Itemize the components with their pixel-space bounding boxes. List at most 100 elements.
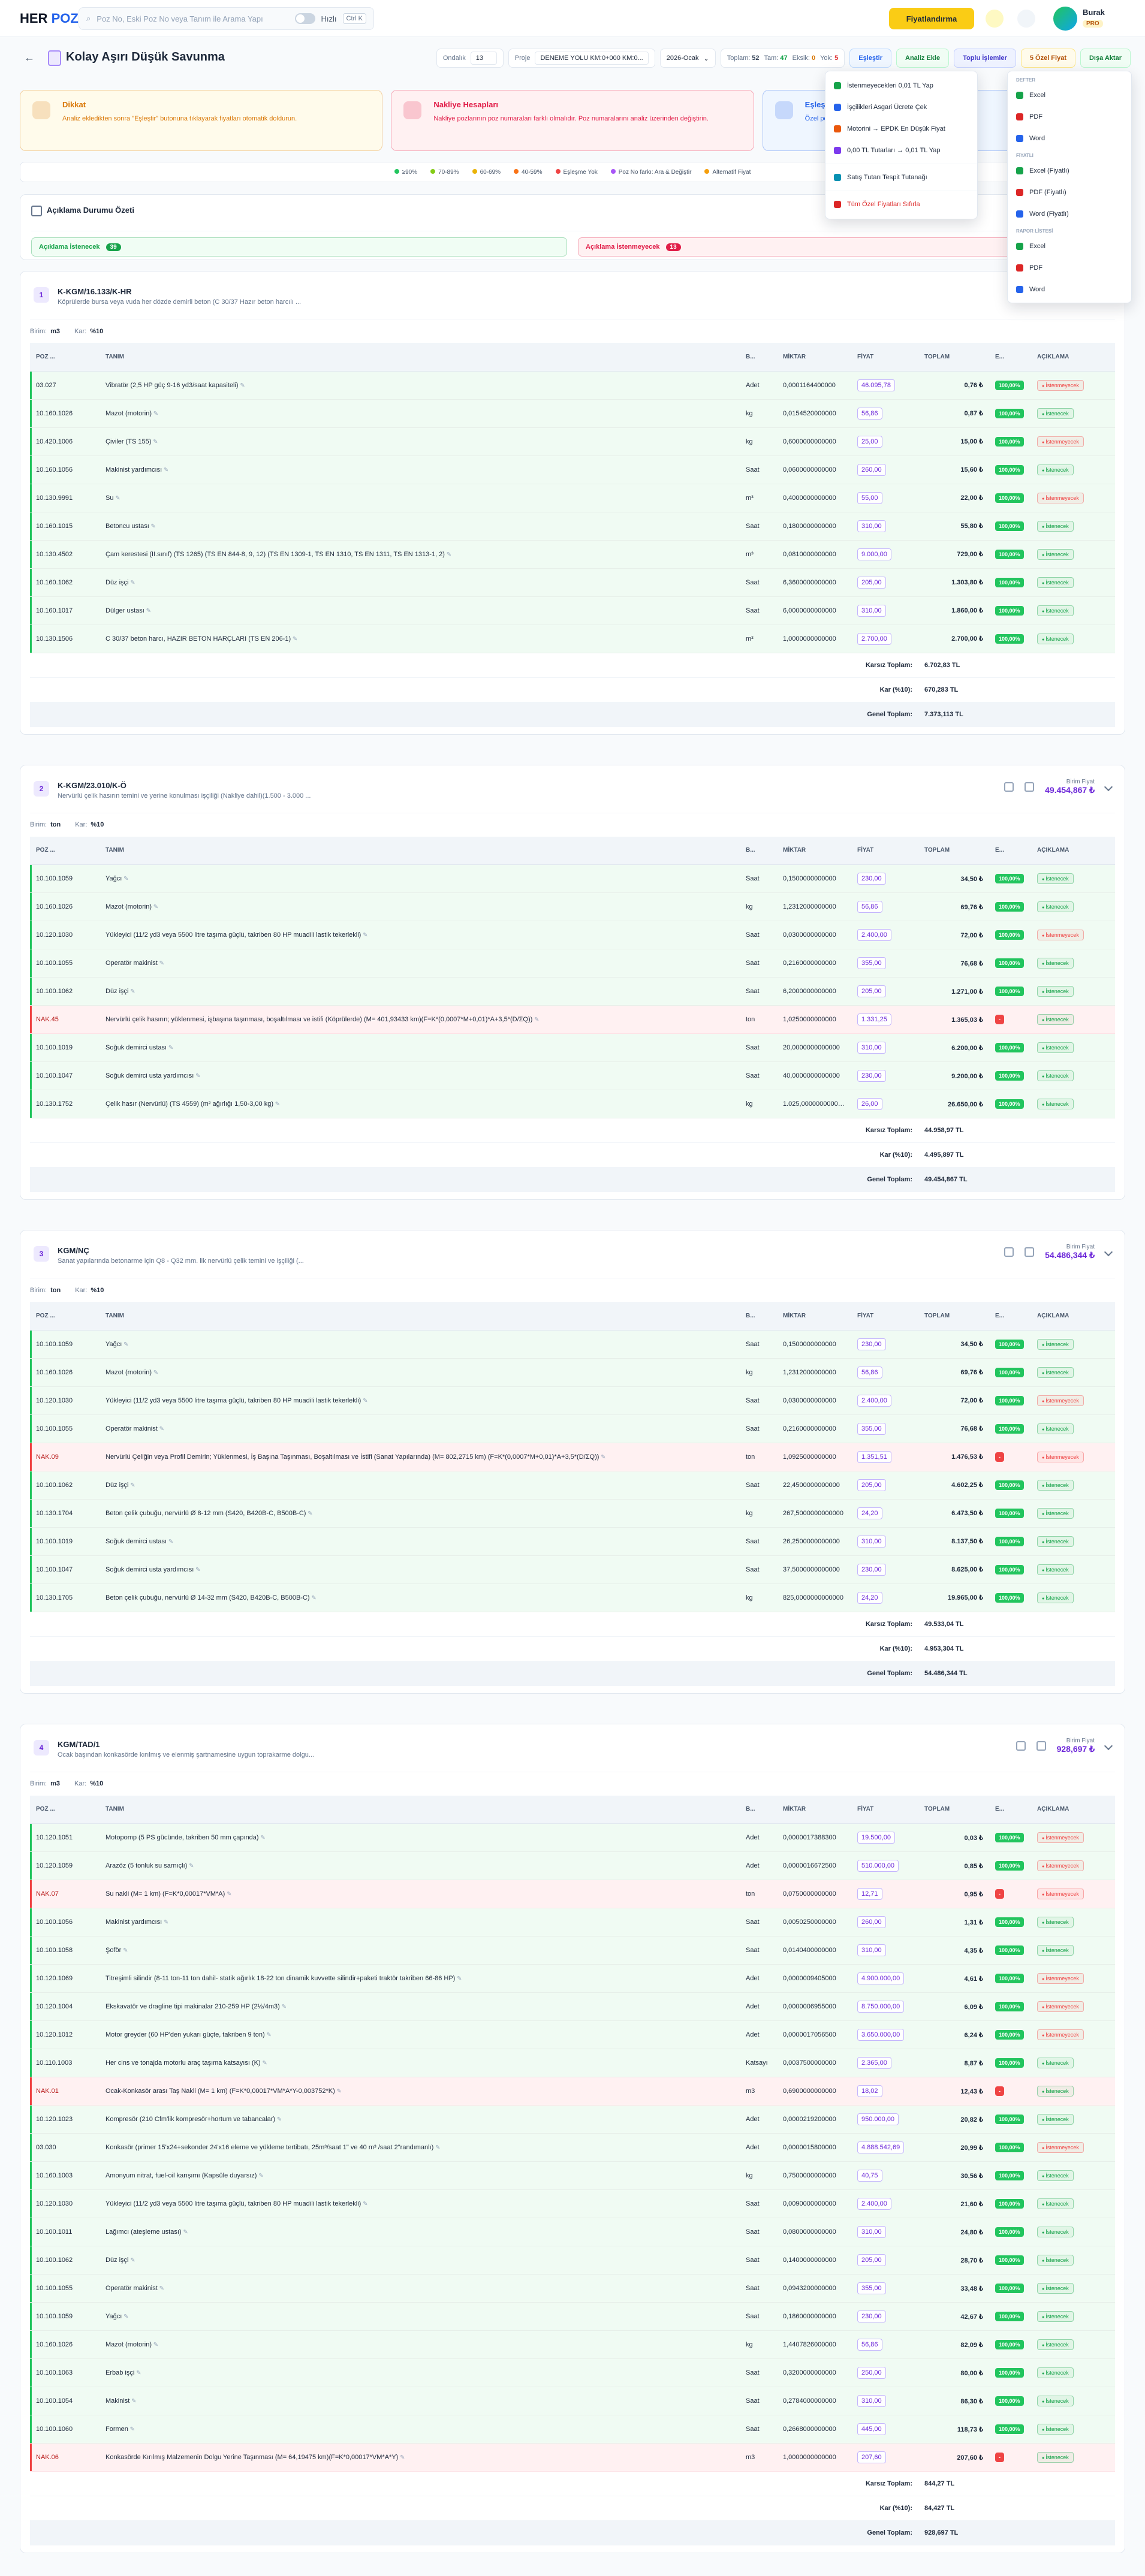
menu-item[interactable]: PDF (Fiyatlı) — [1008, 182, 1131, 203]
explanation-badge[interactable]: İstenecek — [1037, 520, 1074, 532]
theme-button[interactable] — [986, 10, 1004, 28]
explanation-badge[interactable]: İstenecek — [1037, 2114, 1074, 2125]
explanation-badge[interactable]: İstenecek — [1037, 2086, 1074, 2097]
price-input[interactable]: 24,20 — [857, 1507, 882, 1519]
column-header[interactable]: TANIM — [100, 343, 740, 372]
explanation-badge[interactable]: İstenmeyecek — [1037, 1832, 1084, 1843]
column-header[interactable]: E... — [989, 836, 1031, 865]
price-input[interactable]: 205,00 — [857, 1479, 886, 1491]
add-analysis-button[interactable]: Analiz Ekle — [896, 49, 950, 68]
column-header[interactable]: POZ ... — [30, 1302, 100, 1331]
column-header[interactable]: TANIM — [100, 1795, 740, 1824]
price-input[interactable]: 46.095,78 — [857, 379, 895, 391]
explanation-badge[interactable]: İstenmeyecek — [1037, 1860, 1084, 1871]
price-input[interactable]: 25,00 — [857, 435, 882, 448]
explanation-badge[interactable]: İstenecek — [1037, 1099, 1074, 1109]
decimal-control[interactable]: Ondalık 13 — [436, 49, 504, 68]
column-header[interactable]: TANIM — [100, 836, 740, 865]
price-input[interactable]: 230,00 — [857, 2310, 886, 2322]
explanation-badge[interactable]: İstenecek — [1037, 1536, 1074, 1547]
menu-item[interactable]: PDF — [1008, 106, 1131, 128]
explanation-badge[interactable]: İstenecek — [1037, 1423, 1074, 1434]
column-header[interactable]: E... — [989, 343, 1031, 372]
delete-button[interactable] — [1025, 782, 1035, 792]
price-input[interactable]: 230,00 — [857, 873, 886, 885]
explanation-badge[interactable]: İstenmeyecek — [1037, 1451, 1084, 1462]
column-header[interactable]: FİYAT — [851, 1795, 918, 1824]
explanation-badge[interactable]: İstenecek — [1037, 1564, 1074, 1575]
price-input[interactable]: 56,86 — [857, 1366, 882, 1379]
price-input[interactable]: 56,86 — [857, 2339, 882, 2351]
explanation-badge[interactable]: İstenecek — [1037, 1042, 1074, 1053]
explanation-badge[interactable]: İstenecek — [1037, 2255, 1074, 2266]
price-input[interactable]: 19.500,00 — [857, 1832, 895, 1844]
price-input[interactable]: 2.400,00 — [857, 929, 891, 941]
column-header[interactable]: FİYAT — [851, 343, 918, 372]
price-input[interactable]: 1.331,25 — [857, 1013, 891, 1025]
explanation-badge[interactable]: İstenecek — [1037, 2424, 1074, 2435]
export-button[interactable]: Dışa Aktar — [1080, 49, 1131, 68]
explanation-badge[interactable]: İstenecek — [1037, 2311, 1074, 2322]
price-input[interactable]: 230,00 — [857, 1070, 886, 1082]
price-input[interactable]: 2.400,00 — [857, 2198, 891, 2210]
price-input[interactable]: 2.400,00 — [857, 1394, 891, 1407]
notification-button[interactable] — [1017, 10, 1035, 28]
price-input[interactable]: 205,00 — [857, 576, 886, 589]
edit-button[interactable] — [1016, 1741, 1026, 1751]
column-header[interactable]: E... — [989, 1302, 1031, 1331]
collapse-button[interactable] — [1104, 782, 1113, 791]
column-header[interactable]: AÇIKLAMA — [1031, 1795, 1115, 1824]
price-input[interactable]: 4.900.000,00 — [857, 1972, 905, 1984]
menu-item[interactable]: İşçilikleri Asgari Ücrete Çek — [825, 96, 977, 118]
price-input[interactable]: 230,00 — [857, 1338, 886, 1350]
summary-pill[interactable]: Açıklama İstenecek 39 — [31, 237, 567, 257]
explanation-badge[interactable]: İstenecek — [1037, 986, 1074, 997]
price-input[interactable]: 207,60 — [857, 2451, 886, 2463]
explanation-badge[interactable]: İstenecek — [1037, 1917, 1074, 1928]
column-header[interactable]: E... — [989, 1795, 1031, 1824]
column-header[interactable]: TOPLAM — [918, 1795, 989, 1824]
logo[interactable]: HER POZ — [20, 11, 79, 26]
explanation-badge[interactable]: İstenmeyecek — [1037, 1395, 1084, 1406]
column-header[interactable]: TOPLAM — [918, 836, 989, 865]
explanation-badge[interactable]: İstenecek — [1037, 577, 1074, 588]
column-header[interactable]: FİYAT — [851, 1302, 918, 1331]
menu-item[interactable]: Word (Fiyatlı) — [1008, 203, 1131, 225]
column-header[interactable]: TOPLAM — [918, 1302, 989, 1331]
price-input[interactable]: 1.351,51 — [857, 1450, 891, 1463]
match-button[interactable]: Eşleştir — [849, 49, 891, 68]
menu-item[interactable]: Excel — [1008, 85, 1131, 106]
explanation-badge[interactable]: İstenecek — [1037, 901, 1074, 912]
column-header[interactable]: AÇIKLAMA — [1031, 343, 1115, 372]
column-header[interactable]: AÇIKLAMA — [1031, 1302, 1115, 1331]
explanation-badge[interactable]: İstenecek — [1037, 2339, 1074, 2350]
price-input[interactable]: 250,00 — [857, 2367, 886, 2379]
explanation-badge[interactable]: İstenecek — [1037, 1367, 1074, 1378]
toggle[interactable] — [294, 13, 315, 24]
price-input[interactable]: 310,00 — [857, 1535, 886, 1548]
price-input[interactable]: 4.888.542,69 — [857, 2141, 905, 2153]
explanation-badge[interactable]: İstenecek — [1037, 548, 1074, 560]
column-header[interactable]: POZ ... — [30, 836, 100, 865]
price-input[interactable]: 2.700,00 — [857, 632, 891, 645]
avatar[interactable] — [1053, 7, 1077, 31]
explanation-badge[interactable]: İstenmeyecek — [1037, 2001, 1084, 2012]
bulk-button[interactable]: Toplu İşlemler — [954, 49, 1016, 68]
collapse-button[interactable] — [1104, 1741, 1113, 1750]
menu-item[interactable]: Motorini → EPDK En Düşük Fiyat — [825, 118, 977, 140]
explanation-badge[interactable]: İstenecek — [1037, 2170, 1074, 2181]
price-input[interactable]: 55,00 — [857, 491, 882, 504]
price-input[interactable]: 205,00 — [857, 2254, 886, 2266]
delete-button[interactable] — [1025, 1247, 1035, 1257]
price-input[interactable]: 310,00 — [857, 1042, 886, 1054]
column-header[interactable]: POZ ... — [30, 1795, 100, 1824]
price-input[interactable]: 260,00 — [857, 463, 886, 476]
price-input[interactable]: 40,75 — [857, 2170, 882, 2182]
explanation-badge[interactable]: İstenecek — [1037, 2283, 1074, 2294]
explanation-badge[interactable]: İstenecek — [1037, 1338, 1074, 1350]
explanation-badge[interactable]: İstenecek — [1037, 2396, 1074, 2406]
back-button[interactable]: ← — [24, 52, 35, 64]
price-input[interactable]: 355,00 — [857, 1422, 886, 1435]
price-input[interactable]: 9.000,00 — [857, 548, 891, 560]
price-input[interactable]: 18,02 — [857, 2085, 882, 2097]
